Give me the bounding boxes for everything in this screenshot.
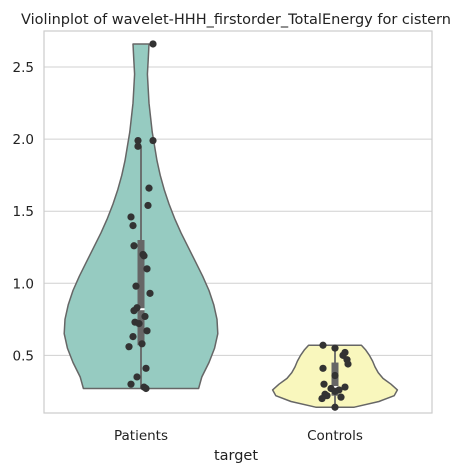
point-controls xyxy=(320,380,328,388)
y-tick-label: 2.0 xyxy=(13,132,34,148)
point-patients xyxy=(133,373,141,381)
x-tick-label: Patients xyxy=(114,428,168,444)
y-tick-label: 1.0 xyxy=(13,276,34,292)
y-tick-label: 2.5 xyxy=(13,60,34,76)
point-patients xyxy=(127,380,135,388)
point-controls xyxy=(318,394,326,403)
point-patients xyxy=(134,136,142,145)
point-patients xyxy=(140,252,148,260)
y-tick-labels: 0.5 1.0 1.5 2.0 2.5 xyxy=(13,60,34,364)
point-patients xyxy=(144,201,152,210)
chart-title: Violinplot of wavelet-HHH_firstorder_Tot… xyxy=(21,12,451,28)
point-patients xyxy=(143,327,151,335)
point-patients xyxy=(129,333,137,341)
point-patients xyxy=(143,265,151,273)
point-patients xyxy=(130,242,138,250)
y-tick-label: 0.5 xyxy=(13,348,34,364)
iqr-box-controls xyxy=(331,362,339,396)
point-controls xyxy=(331,403,339,411)
point-controls xyxy=(337,393,345,401)
point-patients xyxy=(149,136,157,145)
point-patients xyxy=(134,142,142,150)
y-tick-label: 1.5 xyxy=(13,204,34,220)
point-controls xyxy=(331,371,339,380)
x-tick-labels: Patients Controls xyxy=(114,428,363,444)
x-tick-label: Controls xyxy=(307,428,363,444)
point-controls xyxy=(331,344,339,352)
point-patients xyxy=(142,364,150,372)
point-patients xyxy=(142,384,150,393)
point-controls xyxy=(341,383,349,391)
point-patients xyxy=(132,282,140,290)
point-controls xyxy=(331,387,339,395)
iqr-box-patients xyxy=(137,240,145,346)
point-controls xyxy=(319,364,327,372)
point-controls xyxy=(344,360,352,368)
point-patients xyxy=(130,307,138,315)
point-patients xyxy=(141,312,149,321)
point-patients xyxy=(138,340,146,348)
strip-points xyxy=(125,40,352,411)
plot-frame xyxy=(43,30,433,414)
point-patients xyxy=(146,289,154,297)
point-patients xyxy=(145,184,153,192)
point-patients xyxy=(129,222,137,230)
point-patients xyxy=(135,320,143,328)
point-patients xyxy=(149,40,157,48)
point-controls xyxy=(319,341,327,349)
point-patients xyxy=(125,343,133,351)
point-patients xyxy=(127,213,135,221)
x-axis-label: target xyxy=(214,448,258,464)
